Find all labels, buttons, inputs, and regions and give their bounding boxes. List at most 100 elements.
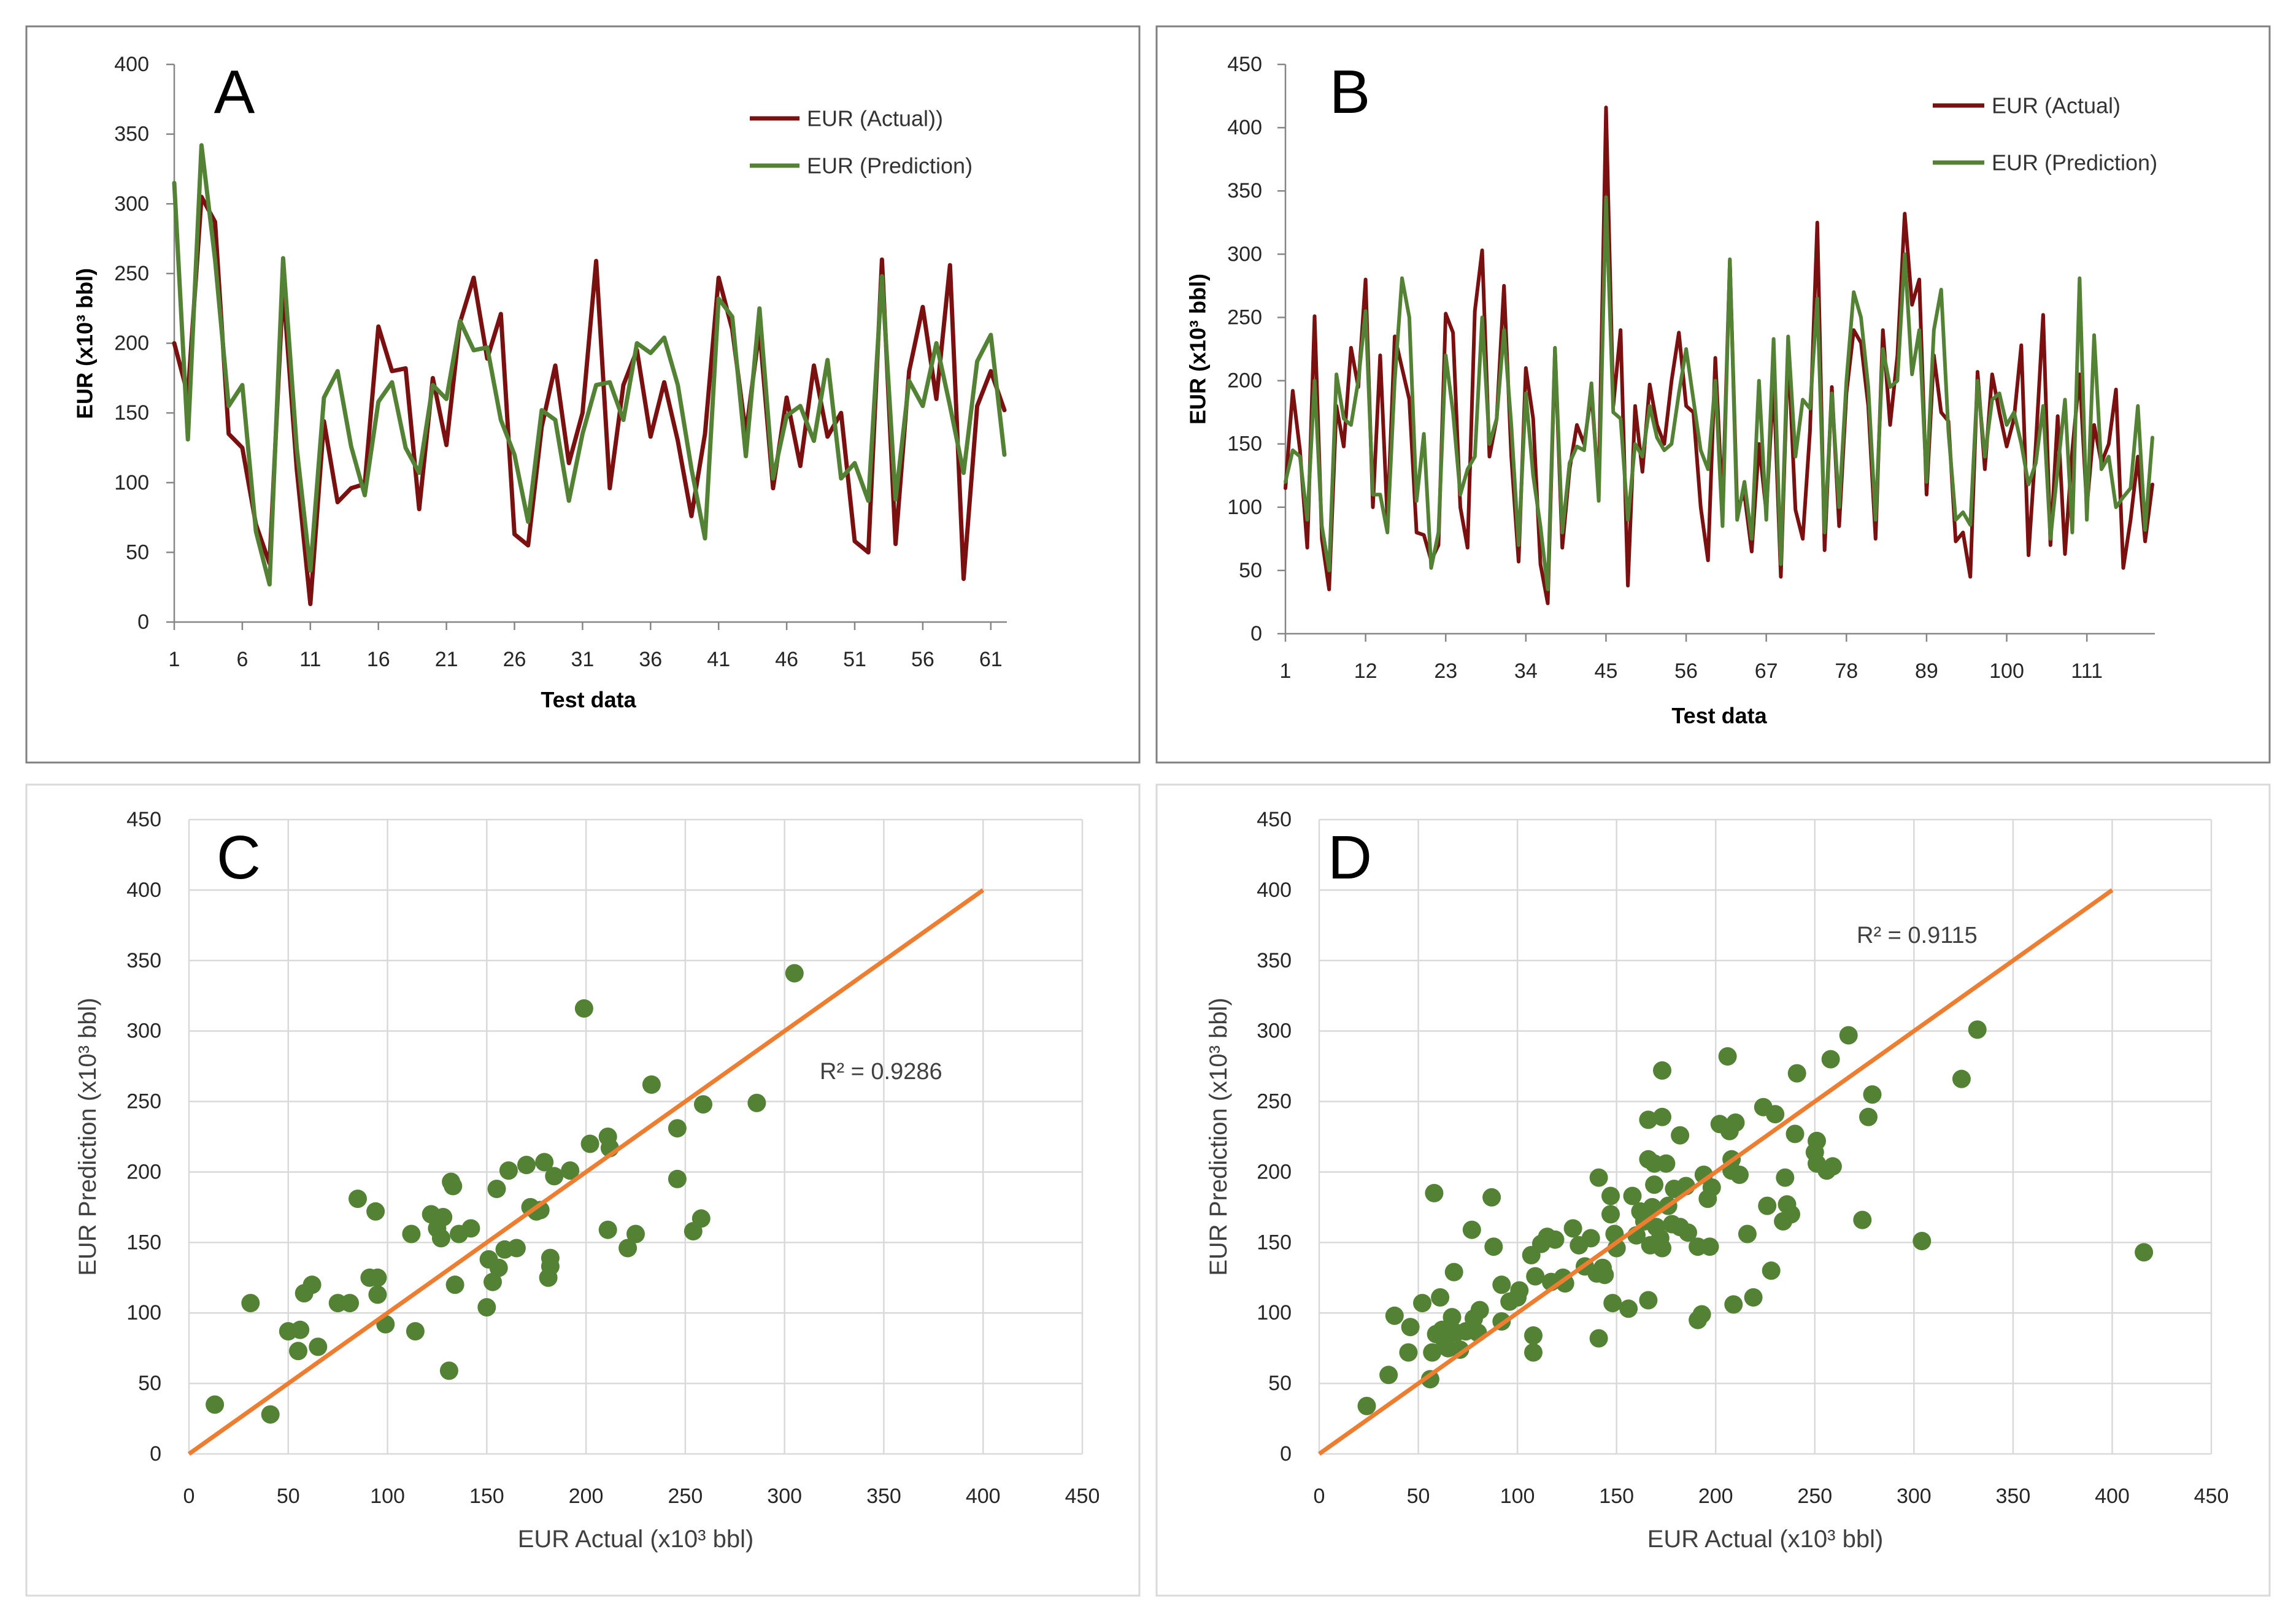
panel-label: C	[217, 823, 261, 892]
data-point	[1821, 1050, 1840, 1069]
data-point	[1601, 1186, 1620, 1205]
y-tick-label: 400	[114, 53, 149, 76]
data-point	[439, 1361, 458, 1380]
data-point	[1839, 1026, 1858, 1045]
data-point	[1589, 1329, 1608, 1348]
data-point	[1510, 1281, 1529, 1300]
x-tick-label: 350	[866, 1485, 901, 1508]
y-tick-label: 100	[1227, 496, 1262, 519]
x-tick-label: 46	[775, 648, 798, 671]
data-point	[1787, 1064, 1806, 1083]
y-tick-label: 50	[1239, 559, 1262, 582]
data-point	[561, 1161, 580, 1180]
trendline	[1317, 888, 2114, 1456]
x-tick-label: 1	[1280, 659, 1292, 683]
data-point	[1603, 1294, 1622, 1313]
y-axis-title: EUR Prediction (x10³ bbl)	[74, 997, 101, 1276]
data-point	[1413, 1294, 1431, 1313]
data-point	[1738, 1224, 1757, 1243]
data-point	[431, 1229, 450, 1248]
x-tick-label: 23	[1434, 659, 1457, 683]
y-tick-label: 300	[114, 192, 149, 215]
panel-d: 0 50 100 150 200 250 300 350 400 450 0 50 100 150 200 2…	[1155, 783, 2271, 1597]
data-point	[1863, 1085, 1882, 1104]
data-point	[1766, 1105, 1785, 1124]
data-point	[1653, 1107, 1671, 1126]
chart-b-plot-area: 0 50 100 150 200 250 300 350 400 450 1 12 23 34 45 56 67…	[1227, 53, 2155, 683]
data-point	[598, 1220, 617, 1239]
series-line-eur-prediction	[172, 143, 1007, 587]
x-axis-title: Test data	[1671, 703, 1767, 728]
chart-c-plot-area: 0 50 100 150 200 250 300 350 400 450 0 50 100 150 200 2…	[126, 808, 1100, 1508]
legend: EUR (Actual) EUR (Prediction)	[1933, 93, 2157, 175]
data-point	[445, 1275, 464, 1294]
y-tick-label: 150	[1227, 432, 1262, 456]
panel-b: 0 50 100 150 200 250 300 350 400 450 1 12 23 34 45 56 67…	[1155, 25, 2271, 764]
data-point	[507, 1239, 526, 1258]
data-point	[341, 1294, 360, 1313]
data-point	[785, 964, 804, 983]
data-point	[1639, 1110, 1658, 1129]
data-point	[1420, 1370, 1439, 1389]
x-tick-label: 1	[169, 648, 180, 671]
y-tick-label: 100	[126, 1301, 161, 1324]
data-point	[574, 999, 593, 1018]
data-point	[1484, 1237, 1503, 1256]
data-point	[349, 1190, 367, 1209]
y-tick-label: 400	[126, 878, 161, 902]
x-tick-label: 36	[639, 648, 662, 671]
data-point	[1492, 1275, 1511, 1294]
data-point	[499, 1161, 518, 1180]
data-point	[366, 1202, 385, 1221]
data-point	[1555, 1274, 1574, 1293]
x-tick-label: 250	[668, 1485, 703, 1508]
x-tick-label: 200	[569, 1485, 604, 1508]
data-point	[1776, 1168, 1795, 1187]
x-tick-label: 56	[1674, 659, 1698, 683]
data-point	[1595, 1266, 1614, 1285]
x-tick-label: 350	[1996, 1485, 2031, 1508]
data-point	[1786, 1124, 1805, 1143]
trendline	[187, 888, 985, 1456]
legend: EUR (Actual)) EUR (Prediction)	[750, 106, 973, 179]
data-point	[1645, 1175, 1664, 1194]
r-squared-label: R² = 0.9115	[1857, 923, 1978, 948]
x-tick-label: 51	[843, 648, 866, 671]
x-tick-label: 100	[1989, 659, 2024, 683]
y-tick-label: 450	[126, 808, 161, 831]
y-tick-label: 350	[114, 123, 149, 146]
y-tick-label: 100	[114, 471, 149, 494]
data-point	[1692, 1305, 1711, 1324]
data-point	[1379, 1366, 1398, 1385]
panel-label: B	[1330, 58, 1371, 126]
data-point	[1425, 1183, 1444, 1202]
data-point	[691, 1209, 711, 1228]
data-point	[1546, 1230, 1565, 1249]
data-point	[1671, 1126, 1690, 1145]
x-tick-label: 50	[1407, 1485, 1430, 1508]
data-point	[1581, 1229, 1600, 1248]
data-point	[444, 1177, 463, 1196]
y-tick-label: 0	[150, 1442, 161, 1466]
data-point	[541, 1248, 560, 1267]
data-point	[1762, 1261, 1781, 1280]
data-point	[477, 1298, 496, 1316]
x-axis-title: EUR Actual (x10³ bbl)	[518, 1526, 754, 1553]
y-tick-label: 50	[138, 1372, 161, 1395]
y-tick-label: 350	[126, 949, 161, 972]
data-point	[1601, 1205, 1620, 1224]
x-tick-label: 26	[503, 648, 526, 671]
data-point	[1730, 1166, 1749, 1184]
y-tick-label: 300	[1257, 1020, 1292, 1043]
data-point	[1702, 1178, 1721, 1197]
x-tick-label: 78	[1835, 659, 1858, 683]
data-point	[1443, 1308, 1462, 1327]
data-point	[1952, 1069, 1971, 1088]
x-tick-label: 150	[1599, 1485, 1634, 1508]
data-point	[1357, 1396, 1376, 1415]
data-point	[1653, 1239, 1671, 1258]
data-point	[1808, 1131, 1826, 1150]
y-tick-label: 300	[126, 1020, 161, 1043]
y-tick-label: 50	[126, 540, 149, 564]
